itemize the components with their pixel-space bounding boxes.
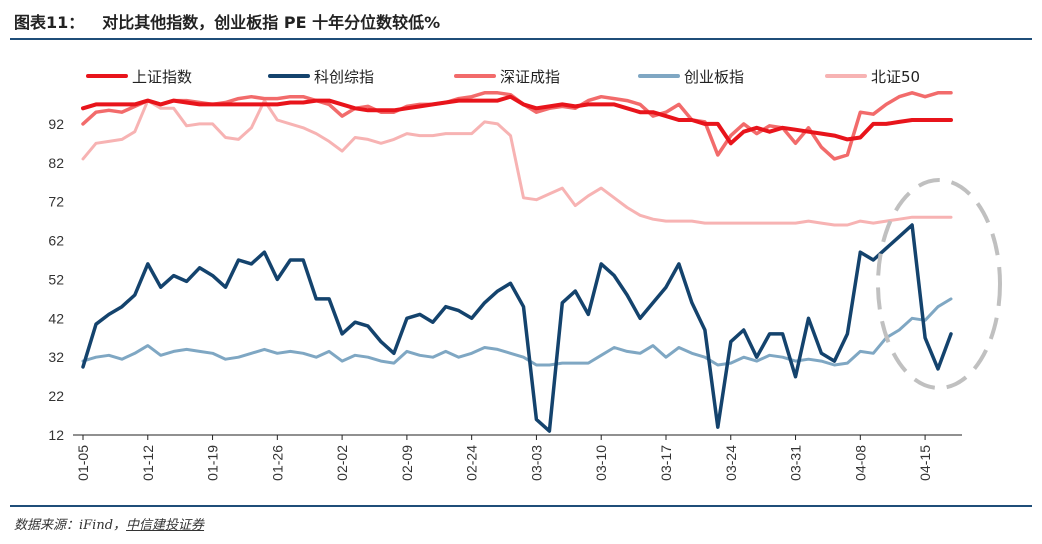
highlight-ellipse — [876, 178, 1002, 390]
legend-label: 深证成指 — [500, 68, 560, 86]
x-tick-label: 04-15 — [917, 445, 933, 481]
figure-title: 对比其他指数，创业板指 PE 十年分位数较低% — [102, 13, 441, 32]
legend-label: 科创综指 — [314, 68, 374, 86]
y-tick-label: 62 — [48, 233, 64, 249]
x-tick-label: 03-31 — [788, 445, 804, 481]
x-tick-label: 03-17 — [658, 445, 674, 481]
legend-label: 上证指数 — [132, 68, 192, 86]
source-prefix: 数据来源：iFind， — [14, 518, 127, 533]
series-line-5 — [81, 99, 953, 227]
source-brand: 中信建投证券 — [126, 518, 205, 533]
y-tick-label: 12 — [48, 427, 64, 443]
y-tick-label: 42 — [48, 310, 64, 326]
x-tick-label: 04-08 — [852, 445, 868, 481]
y-tick-label: 92 — [48, 116, 64, 132]
series-line-4 — [81, 297, 953, 367]
figure-header: 图表11： 对比其他指数，创业板指 PE 十年分位数较低% — [14, 6, 440, 36]
legend-label: 创业板指 — [684, 68, 744, 86]
x-tick-label: 03-24 — [723, 445, 739, 481]
x-tick-label: 01-12 — [140, 445, 156, 481]
x-tick-label: 01-05 — [75, 445, 91, 481]
y-tick-label: 52 — [48, 271, 64, 287]
top-rule — [10, 38, 1032, 40]
x-tick-label: 01-19 — [205, 445, 221, 481]
series-line-2 — [81, 223, 953, 433]
x-tick-label: 02-02 — [334, 445, 350, 481]
x-tick-label: 03-03 — [528, 445, 544, 481]
source-note: 数据来源：iFind，中信建投证券 — [14, 514, 204, 533]
y-tick-label: 32 — [48, 349, 64, 365]
x-tick-label: 01-26 — [269, 445, 285, 481]
line-chart: 12 22 32 42 52 62 72 82 92 01-05 01-12 01-19 01-26 02… — [48, 68, 1002, 481]
y-tick-label: 82 — [48, 155, 64, 171]
legend-label: 北证50 — [871, 68, 920, 86]
bottom-rule — [10, 505, 1032, 507]
x-tick-label: 02-24 — [464, 445, 480, 481]
x-tick-label: 02-09 — [399, 445, 415, 481]
series-line-1 — [81, 94, 953, 146]
y-tick-label: 22 — [48, 388, 64, 404]
y-tick-label: 72 — [48, 194, 64, 210]
x-tick-label: 03-10 — [593, 445, 609, 481]
figure-number: 图表11： — [14, 13, 85, 32]
